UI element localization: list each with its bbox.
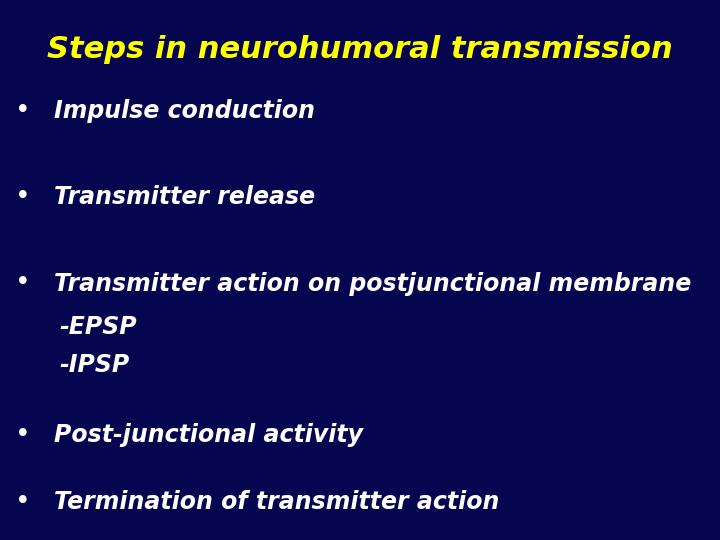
Text: -IPSP: -IPSP [59, 353, 130, 376]
Text: Impulse conduction: Impulse conduction [54, 99, 315, 123]
Text: Post-junctional activity: Post-junctional activity [54, 423, 363, 447]
Text: Steps in neurohumoral transmission: Steps in neurohumoral transmission [47, 35, 673, 64]
Text: •: • [15, 184, 31, 210]
Text: •: • [15, 489, 31, 515]
Text: Transmitter release: Transmitter release [54, 185, 315, 209]
Text: •: • [15, 271, 31, 296]
Text: •: • [15, 422, 31, 448]
Text: -EPSP: -EPSP [59, 315, 137, 339]
Text: Termination of transmitter action: Termination of transmitter action [54, 490, 500, 514]
Text: Transmitter action on postjunctional membrane: Transmitter action on postjunctional mem… [54, 272, 691, 295]
Text: •: • [15, 98, 31, 124]
